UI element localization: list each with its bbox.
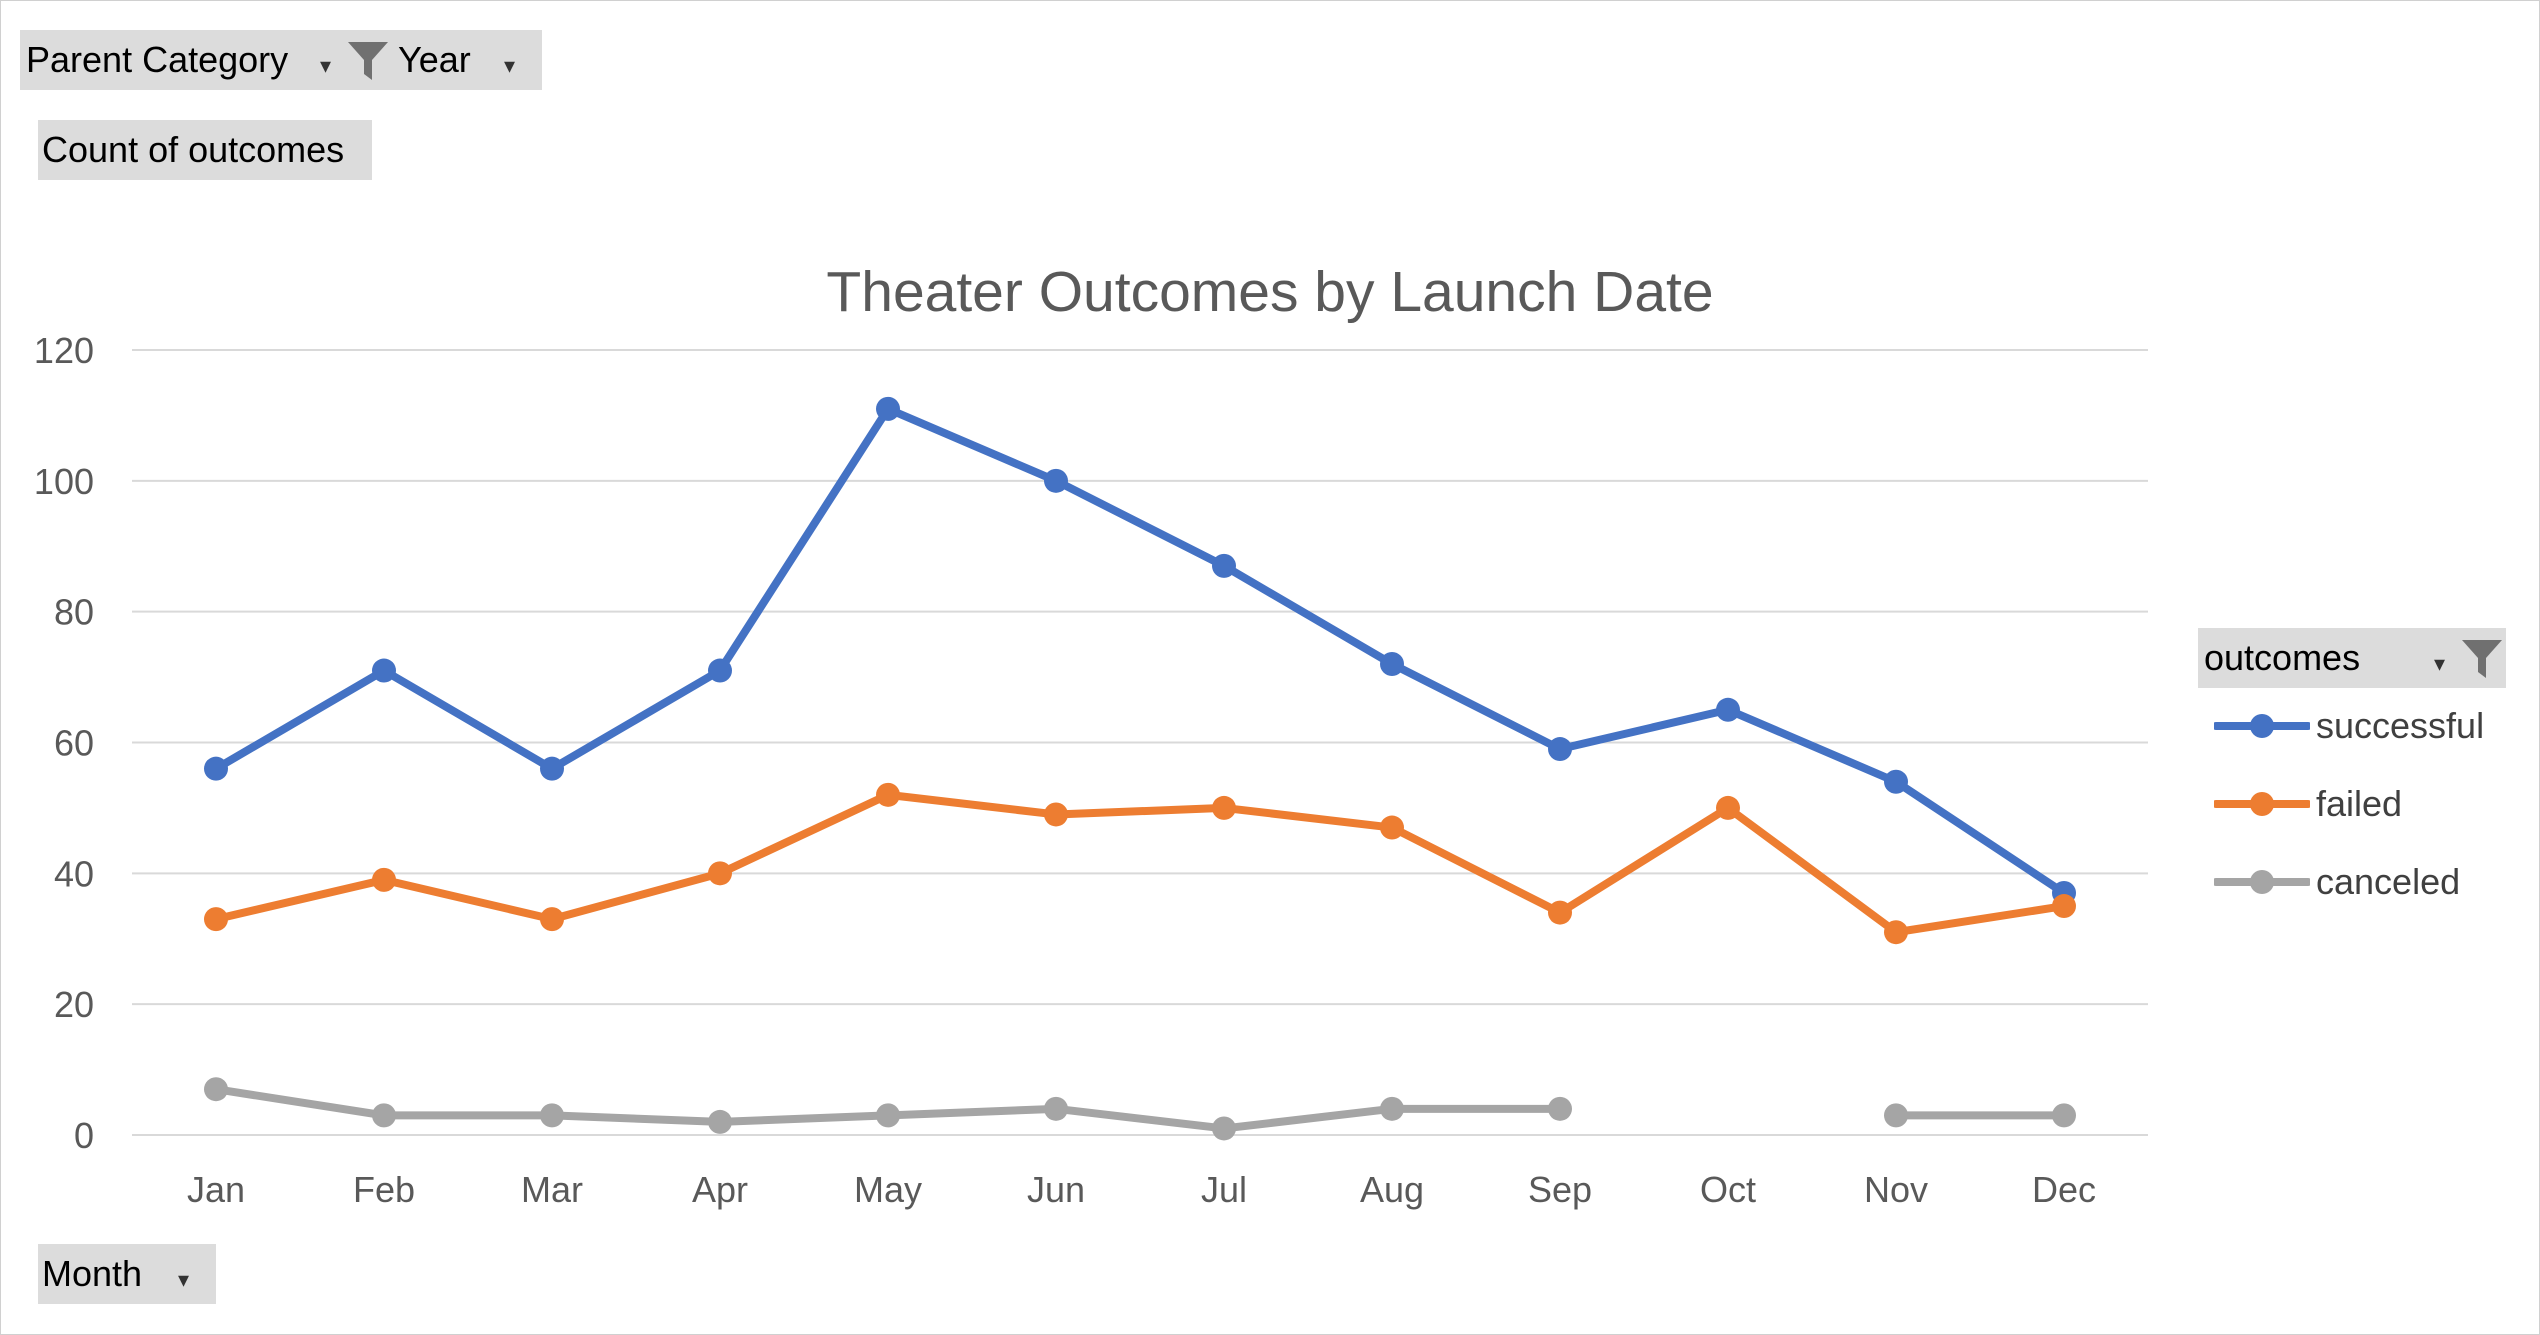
chart-title: Theater Outcomes by Launch Date <box>826 260 1713 324</box>
x-tick-label: May <box>854 1169 922 1210</box>
count-of-outcomes-label: Count of outcomes <box>42 129 345 170</box>
series-lines <box>204 396 2076 1141</box>
x-tick-label: Jul <box>1201 1169 1247 1210</box>
data-point-canceled[interactable] <box>1380 1096 1404 1121</box>
data-point-canceled[interactable] <box>540 1103 564 1128</box>
data-point-successful[interactable] <box>1044 468 1068 493</box>
y-tick-label: 100 <box>34 461 94 502</box>
month-label: Month <box>42 1253 143 1294</box>
gridlines <box>132 349 2148 1136</box>
series-line-failed <box>212 790 2068 937</box>
y-tick-label: 0 <box>74 1115 94 1156</box>
chevron-down-icon: ▾ <box>2434 651 2446 676</box>
data-point-failed[interactable] <box>1716 795 1740 820</box>
series-successful <box>204 396 2076 905</box>
count-of-outcomes-field-button[interactable]: Count of outcomes <box>38 120 372 180</box>
chevron-down-icon: ▾ <box>178 1267 190 1292</box>
outcomes-legend-filter-button[interactable]: outcomes ▾ <box>2198 628 2506 688</box>
data-point-failed[interactable] <box>1884 920 1908 945</box>
chevron-down-icon: ▾ <box>504 53 516 78</box>
legend-item-canceled[interactable]: canceled <box>2214 852 2514 912</box>
x-tick-label: Dec <box>2032 1169 2096 1210</box>
x-tick-label: Apr <box>692 1169 748 1210</box>
data-point-canceled[interactable] <box>1212 1116 1236 1141</box>
data-point-canceled[interactable] <box>1044 1096 1068 1121</box>
legend-swatch-failed <box>2214 792 2310 816</box>
data-point-successful[interactable] <box>1716 697 1740 722</box>
month-field-button[interactable]: Month ▾ <box>38 1244 216 1304</box>
y-axis-tick-labels: 0 20 40 60 80 100 120 <box>34 330 94 1156</box>
x-tick-label: Oct <box>1700 1169 1756 1210</box>
year-label: Year <box>398 39 471 80</box>
data-point-successful[interactable] <box>1380 652 1404 676</box>
x-tick-label: Jun <box>1027 1169 1085 1210</box>
legend-label-canceled: canceled <box>2316 861 2461 902</box>
legend-swatch-canceled <box>2214 870 2310 894</box>
data-point-canceled[interactable] <box>708 1109 732 1134</box>
x-tick-label: Feb <box>353 1169 415 1210</box>
data-point-successful[interactable] <box>204 756 228 781</box>
x-tick-label: Aug <box>1360 1169 1424 1210</box>
legend-item-failed[interactable]: failed <box>2214 774 2514 834</box>
data-point-canceled[interactable] <box>876 1103 900 1128</box>
data-point-successful[interactable] <box>372 658 396 683</box>
legend-label-failed: failed <box>2316 783 2403 824</box>
outcomes-legend-label: outcomes <box>2204 637 2361 678</box>
data-point-canceled[interactable] <box>1884 1103 1908 1128</box>
data-point-failed[interactable] <box>1548 900 1572 925</box>
series-canceled <box>204 1077 2076 1141</box>
data-point-canceled[interactable] <box>1548 1096 1572 1121</box>
x-tick-label: Sep <box>1528 1169 1592 1210</box>
data-point-successful[interactable] <box>708 658 732 683</box>
legend-item-successful[interactable]: successful <box>2214 696 2514 756</box>
data-point-canceled[interactable] <box>2052 1103 2076 1128</box>
data-point-failed[interactable] <box>1044 802 1068 827</box>
legend-label-successful: successful <box>2316 705 2485 746</box>
year-filter-button[interactable]: Year ▾ <box>392 30 542 90</box>
legend-swatch-successful <box>2214 714 2310 738</box>
data-point-failed[interactable] <box>876 782 900 807</box>
y-tick-label: 40 <box>54 853 94 894</box>
parent-category-filter-button[interactable]: Parent Category ▾ <box>20 30 392 90</box>
x-axis-tick-labels: Jan Feb Mar Apr May Jun Jul Aug Sep Oct Nov Dec <box>187 1169 2096 1210</box>
y-tick-label: 20 <box>54 984 94 1025</box>
data-point-failed[interactable] <box>372 867 396 892</box>
x-tick-label: Mar <box>521 1169 583 1210</box>
x-tick-label: Nov <box>1864 1169 1928 1210</box>
data-point-successful[interactable] <box>1548 737 1572 762</box>
y-tick-label: 120 <box>34 330 94 371</box>
data-point-failed[interactable] <box>204 907 228 932</box>
data-point-successful[interactable] <box>540 756 564 781</box>
funnel-icon <box>2462 640 2502 678</box>
parent-category-label: Parent Category <box>26 39 289 80</box>
data-point-canceled[interactable] <box>372 1103 396 1128</box>
data-point-failed[interactable] <box>540 907 564 932</box>
funnel-icon <box>348 42 388 80</box>
series-failed <box>204 782 2076 945</box>
data-point-successful[interactable] <box>876 396 900 421</box>
data-point-failed[interactable] <box>708 861 732 886</box>
data-point-successful[interactable] <box>1884 769 1908 794</box>
y-tick-label: 80 <box>54 592 94 633</box>
data-point-successful[interactable] <box>1212 553 1236 578</box>
data-point-canceled[interactable] <box>204 1077 228 1102</box>
data-point-failed[interactable] <box>1380 815 1404 840</box>
chevron-down-icon: ▾ <box>320 53 332 78</box>
series-line-successful <box>212 404 2068 897</box>
data-point-failed[interactable] <box>2052 894 2076 919</box>
x-tick-label: Jan <box>187 1169 245 1210</box>
y-tick-label: 60 <box>54 723 94 764</box>
data-point-failed[interactable] <box>1212 795 1236 820</box>
